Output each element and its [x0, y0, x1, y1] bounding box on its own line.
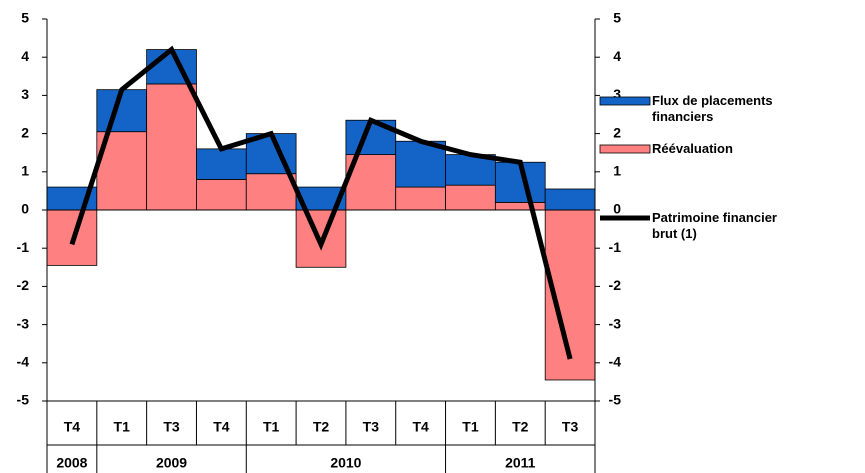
x-tick-label: T1	[462, 419, 479, 435]
x-tick-label: T3	[363, 419, 380, 435]
x-tick-label: T3	[163, 419, 180, 435]
y-tick-label: 3	[21, 86, 29, 102]
y2-tick-label: -1	[609, 239, 622, 255]
legend-swatch	[599, 144, 651, 154]
y-tick-label: -1	[17, 239, 30, 255]
y2-tick-label: 1	[613, 163, 621, 179]
x-tick-label: T4	[64, 419, 81, 435]
legend-label: Flux de placements financiers	[652, 93, 773, 124]
bar	[494, 201, 546, 211]
y2-tick-label: -3	[609, 315, 622, 331]
y2-tick-label: 3	[613, 86, 621, 102]
bar	[196, 148, 247, 180]
y-tick-label: -2	[17, 277, 30, 293]
y-tick-label: 2	[21, 124, 29, 140]
legend-swatch	[599, 96, 651, 106]
y2-tick-label: -2	[609, 277, 622, 293]
bar	[445, 184, 496, 211]
x-tick-label: T1	[263, 419, 280, 435]
y-tick-label: -3	[17, 315, 30, 331]
y-tick-label: 4	[21, 48, 29, 64]
y-tick-label: 1	[21, 163, 29, 179]
legend-label: Réévaluation	[652, 141, 733, 156]
y2-tick-label: 0	[613, 201, 621, 217]
y2-tick-label: 2	[613, 124, 621, 140]
year-label: 2009	[156, 455, 187, 471]
y-tick-label: 5	[21, 10, 29, 26]
legend-label: Patrimoine financier brut (1)	[652, 210, 777, 241]
year-label: 2010	[330, 455, 361, 471]
year-label: 2011	[505, 455, 536, 471]
y-tick-label: 0	[21, 201, 29, 217]
bar	[146, 83, 197, 211]
bar	[245, 173, 297, 211]
bar	[196, 179, 247, 211]
x-tick-label: T2	[512, 419, 529, 435]
y2-tick-label: 4	[613, 48, 621, 64]
y2-tick-label: 5	[613, 10, 621, 26]
year-label: 2008	[56, 455, 87, 471]
y2-tick-label: -5	[609, 392, 622, 408]
x-tick-label: T3	[562, 419, 579, 435]
x-tick-label: T2	[313, 419, 330, 435]
y2-tick-label: -4	[609, 354, 622, 370]
bar	[445, 154, 496, 186]
x-tick-label: T4	[213, 419, 230, 435]
y-tick-label: -5	[17, 392, 30, 408]
bar	[395, 186, 446, 211]
y-tick-label: -4	[17, 354, 30, 370]
line	[69, 45, 573, 360]
bar	[544, 188, 596, 211]
x-tick-label: T1	[114, 419, 131, 435]
x-tick-label: T4	[412, 419, 429, 435]
